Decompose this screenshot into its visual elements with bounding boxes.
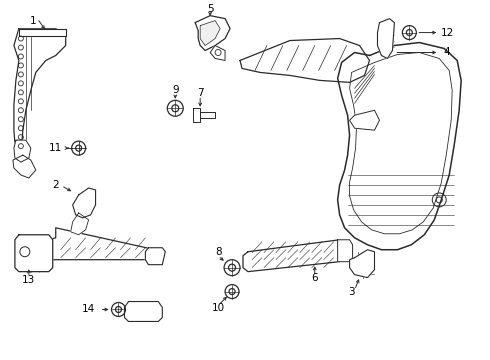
Polygon shape	[200, 21, 220, 45]
Polygon shape	[338, 240, 353, 262]
Polygon shape	[21, 228, 155, 260]
Polygon shape	[14, 140, 31, 162]
Polygon shape	[13, 155, 36, 178]
Polygon shape	[377, 19, 394, 58]
Text: 3: 3	[348, 287, 355, 297]
Text: 2: 2	[52, 180, 59, 190]
Polygon shape	[338, 42, 461, 250]
Polygon shape	[349, 110, 379, 130]
Polygon shape	[14, 28, 66, 155]
Text: 7: 7	[197, 88, 203, 98]
Polygon shape	[243, 240, 344, 272]
Text: 13: 13	[22, 275, 35, 285]
Polygon shape	[71, 213, 89, 235]
Text: 1: 1	[29, 15, 36, 26]
Polygon shape	[15, 235, 53, 272]
Polygon shape	[240, 39, 369, 82]
Text: 6: 6	[312, 273, 318, 283]
Polygon shape	[193, 108, 200, 122]
Polygon shape	[19, 28, 66, 36]
Text: 12: 12	[441, 28, 454, 37]
Text: 14: 14	[82, 305, 95, 315]
Text: 10: 10	[212, 302, 225, 312]
Polygon shape	[200, 112, 215, 118]
Text: 9: 9	[172, 85, 178, 95]
Polygon shape	[73, 188, 96, 218]
Polygon shape	[195, 15, 230, 50]
Polygon shape	[146, 248, 165, 265]
Polygon shape	[210, 45, 225, 60]
Polygon shape	[124, 302, 162, 321]
Text: 4: 4	[444, 48, 450, 58]
Text: 11: 11	[49, 143, 62, 153]
Polygon shape	[349, 53, 452, 234]
Text: 5: 5	[207, 4, 214, 14]
Text: 8: 8	[215, 247, 221, 257]
Polygon shape	[349, 250, 374, 278]
